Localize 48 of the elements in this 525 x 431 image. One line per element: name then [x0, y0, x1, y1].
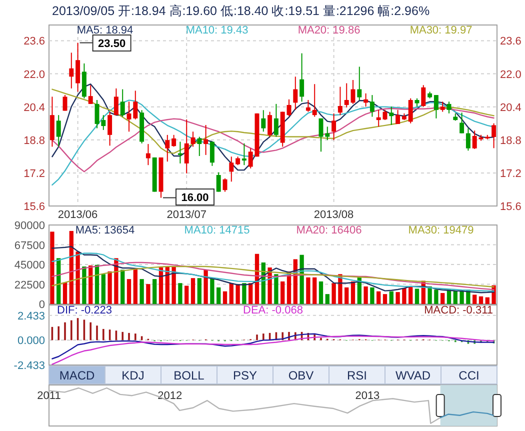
y2-tick-label: 18.8: [500, 134, 522, 147]
y-tick-label: 22500: [14, 279, 45, 292]
chart-title: 2013/09/05 开:18.94 高:19.60 低:18.40 收:19.51 量:21296 幅:2.96%: [52, 3, 430, 18]
text: DIF: -0.223: [57, 304, 112, 316]
y2-tick-label: 20.4: [500, 102, 522, 114]
text: BOLL: [174, 368, 205, 382]
text: MA20: 16406: [296, 224, 362, 236]
y-tick-label: 22.0: [24, 68, 45, 81]
text: MA10: 19.43: [186, 24, 248, 36]
text: OBV: [288, 368, 314, 382]
y2-tick-label: 15.6: [500, 201, 522, 213]
y-tick-label: 18.8: [24, 134, 45, 147]
x-tick-label: 2012: [158, 390, 182, 402]
x-tick-label: 2013/07: [166, 209, 206, 221]
y-tick-label: 17.2: [24, 168, 45, 180]
y2-tick-label: 22.0: [500, 68, 522, 81]
x-tick-label: 2013: [355, 390, 380, 402]
y-tick-label: 90000: [14, 220, 45, 232]
x-tick-label: 2013/06: [58, 209, 98, 221]
text: CCI: [458, 368, 480, 382]
text: MACD: [59, 368, 95, 382]
y-tick-label: 15.6: [24, 201, 45, 213]
annotation: 16.00: [181, 192, 209, 204]
text: MA5: 18.94: [76, 24, 134, 36]
y2-tick-label: 23.6: [500, 36, 522, 48]
text: MACD: -0.311: [424, 304, 493, 316]
y-tick-label: 23.6: [24, 36, 45, 48]
y-tick-label: 45000: [14, 260, 45, 272]
y-tick-label: 0: [38, 299, 45, 311]
y-tick-label: -2.433: [14, 360, 45, 372]
y-tick-label: 2.433: [17, 310, 45, 322]
text: MA30: 19.97: [410, 24, 472, 36]
y-tick-label: 0.000: [17, 335, 45, 348]
text: KDJ: [122, 368, 144, 382]
text: WVAD: [395, 368, 431, 382]
series-label: DEA: -0.068: [243, 304, 303, 316]
y-tick-label: 67500: [14, 240, 45, 252]
text: MA10: 14715: [184, 224, 250, 236]
annotation: 23.50: [98, 38, 126, 50]
text: PSY: [232, 368, 258, 382]
text: MA20: 19.86: [298, 24, 360, 36]
y-tick-label: 20.4: [24, 102, 45, 114]
y2-tick-label: 17.2: [500, 168, 522, 180]
text: MA30: 19479: [408, 224, 474, 236]
text: RSI: [346, 368, 368, 382]
x-tick-label: 2011: [37, 390, 61, 402]
x-tick-label: 2013/08: [314, 209, 354, 221]
series-label: MA5: 13654: [75, 224, 135, 236]
